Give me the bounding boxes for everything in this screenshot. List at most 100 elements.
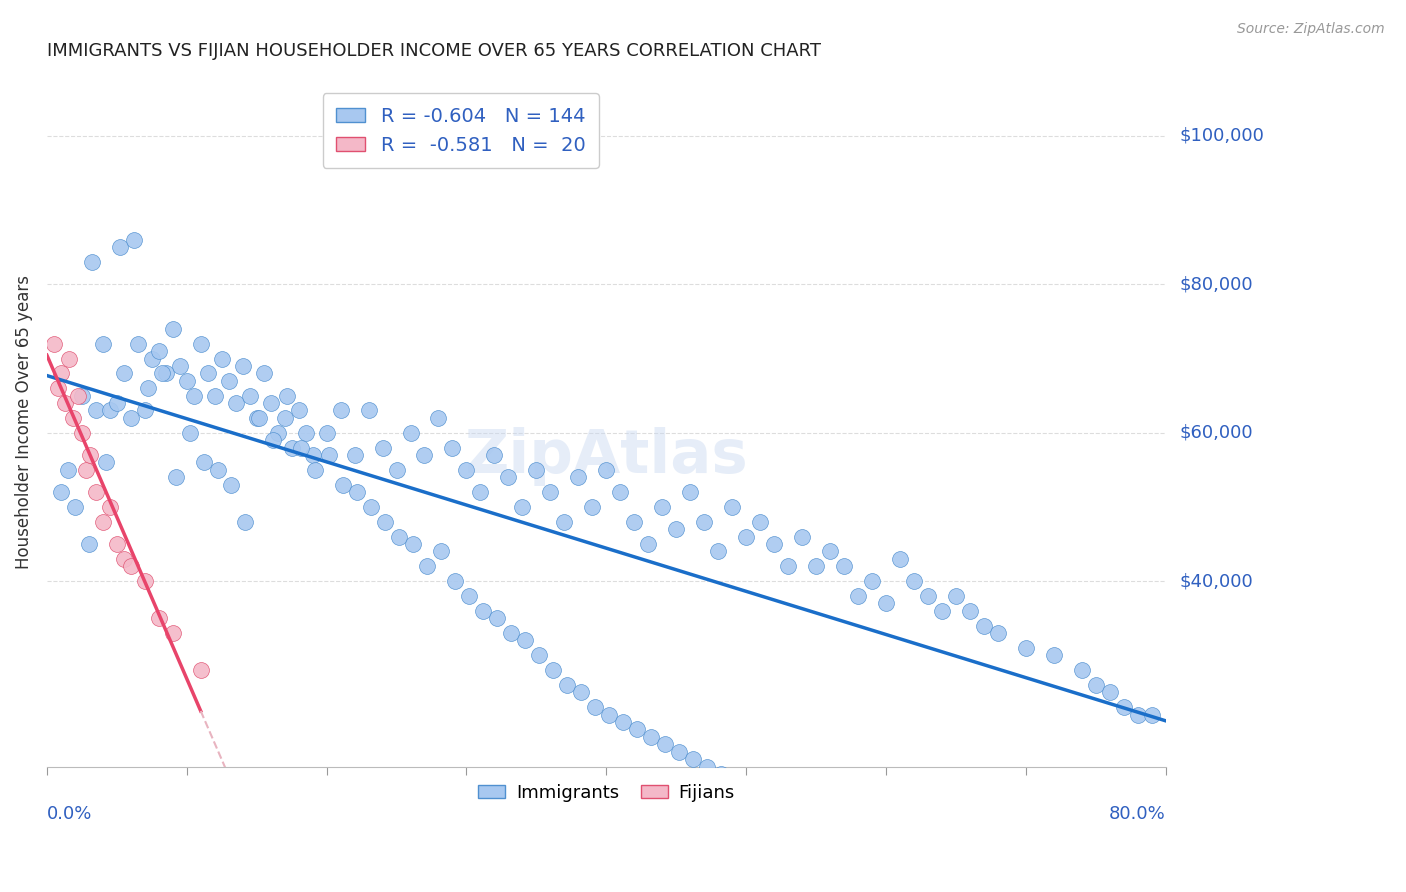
Point	[524, 463, 547, 477]
Text: 0.0%: 0.0%	[46, 805, 93, 823]
Point	[846, 589, 869, 603]
Point	[710, 767, 733, 781]
Point	[304, 463, 326, 477]
Point	[70, 389, 93, 403]
Point	[134, 574, 156, 588]
Point	[444, 574, 467, 588]
Point	[472, 604, 495, 618]
Point	[498, 470, 520, 484]
Legend: Immigrants, Fijians: Immigrants, Fijians	[471, 777, 742, 809]
Point	[232, 359, 254, 373]
Point	[682, 752, 704, 766]
Point	[609, 485, 631, 500]
Point	[371, 441, 394, 455]
Point	[640, 730, 662, 744]
Point	[668, 745, 690, 759]
Point	[623, 515, 645, 529]
Point	[763, 537, 786, 551]
Point	[486, 611, 509, 625]
Point	[249, 410, 271, 425]
Point	[155, 367, 177, 381]
Point	[53, 396, 76, 410]
Point	[1043, 648, 1066, 663]
Point	[108, 240, 131, 254]
Point	[527, 648, 550, 663]
Point	[332, 477, 354, 491]
Point	[484, 448, 506, 462]
Point	[62, 410, 84, 425]
Point	[66, 389, 89, 403]
Point	[190, 336, 212, 351]
Point	[399, 425, 422, 440]
Point	[136, 381, 159, 395]
Point	[63, 500, 86, 514]
Point	[1098, 685, 1121, 699]
Point	[211, 351, 233, 366]
Point	[388, 530, 411, 544]
Point	[75, 463, 97, 477]
Point	[790, 530, 813, 544]
Point	[875, 596, 897, 610]
Point	[945, 589, 967, 603]
Point	[225, 396, 247, 410]
Point	[501, 626, 523, 640]
Point	[360, 500, 382, 514]
Point	[665, 522, 688, 536]
Point	[84, 485, 107, 500]
Point	[1126, 707, 1149, 722]
Point	[127, 336, 149, 351]
Point	[235, 515, 257, 529]
Point	[141, 351, 163, 366]
Point	[679, 485, 702, 500]
Y-axis label: Householder Income Over 65 years: Householder Income Over 65 years	[15, 275, 32, 568]
Point	[1112, 700, 1135, 714]
Point	[262, 433, 284, 447]
Point	[1084, 678, 1107, 692]
Point	[515, 633, 537, 648]
Point	[903, 574, 925, 588]
Point	[329, 403, 352, 417]
Point	[70, 425, 93, 440]
Point	[148, 344, 170, 359]
Point	[1140, 707, 1163, 722]
Point	[280, 441, 302, 455]
Point	[179, 425, 201, 440]
Point	[804, 559, 827, 574]
Point	[541, 663, 564, 677]
Point	[581, 500, 603, 514]
Point	[301, 448, 323, 462]
Point	[612, 715, 634, 730]
Point	[637, 537, 659, 551]
Point	[538, 485, 561, 500]
Text: IMMIGRANTS VS FIJIAN HOUSEHOLDER INCOME OVER 65 YEARS CORRELATION CHART: IMMIGRANTS VS FIJIAN HOUSEHOLDER INCOME …	[46, 42, 821, 60]
Point	[183, 389, 205, 403]
Point	[91, 515, 114, 529]
Point	[917, 589, 939, 603]
Point	[987, 626, 1010, 640]
Point	[555, 678, 578, 692]
Point	[693, 515, 716, 529]
Point	[346, 485, 368, 500]
Point	[402, 537, 425, 551]
Point	[569, 685, 592, 699]
Point	[253, 367, 276, 381]
Point	[696, 759, 718, 773]
Point	[583, 700, 606, 714]
Point	[246, 410, 269, 425]
Point	[122, 233, 145, 247]
Point	[654, 737, 676, 751]
Point	[120, 410, 142, 425]
Point	[441, 441, 464, 455]
Point	[162, 322, 184, 336]
Point	[207, 463, 229, 477]
Point	[626, 723, 648, 737]
Point	[427, 410, 450, 425]
Point	[221, 477, 243, 491]
Point	[197, 367, 219, 381]
Point	[84, 403, 107, 417]
Point	[112, 367, 135, 381]
Point	[470, 485, 492, 500]
Point	[193, 455, 215, 469]
Point	[294, 425, 316, 440]
Point	[553, 515, 575, 529]
